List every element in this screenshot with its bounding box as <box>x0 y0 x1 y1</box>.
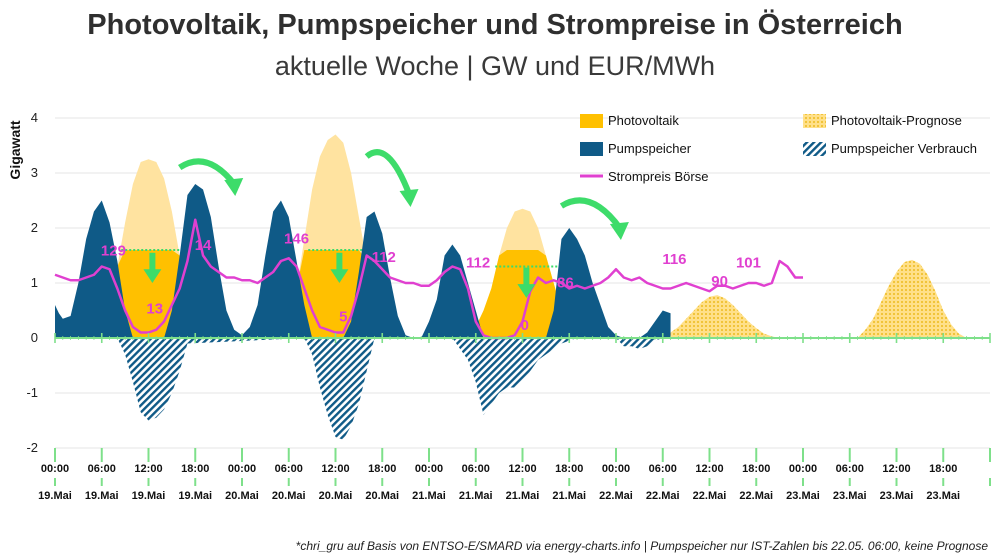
x-tick-date: 19.Mai <box>178 490 212 502</box>
area-pumpspeicher <box>55 184 671 338</box>
down-arrow-head <box>517 284 536 298</box>
x-tick-time: 06:00 <box>275 463 303 475</box>
y-axis-label: Gigawatt <box>7 120 23 179</box>
x-tick-time: 06:00 <box>836 463 864 475</box>
x-tick-time: 18:00 <box>555 463 583 475</box>
x-tick-date: 22.Mai <box>693 490 727 502</box>
x-tick-date: 20.Mai <box>365 490 399 502</box>
x-tick-date: 19.Mai <box>85 490 119 502</box>
x-tick-date: 23.Mai <box>786 490 820 502</box>
line-strompreis <box>54 218 803 340</box>
legend-swatch-photovoltaik <box>580 114 603 128</box>
x-tick-time: 18:00 <box>742 463 770 475</box>
legend-label-prognose: Photovoltaik-Prognose <box>831 113 962 128</box>
y-tick-label: 4 <box>31 110 38 125</box>
down-arrow-head <box>143 269 162 283</box>
y-tick-label: 0 <box>31 330 38 345</box>
x-tick-date: 19.Mai <box>38 490 72 502</box>
curved-arrow-shaft <box>559 197 623 230</box>
x-tick-time: 00:00 <box>228 463 256 475</box>
price-label: 146 <box>284 230 309 247</box>
y-tick-label: -1 <box>26 385 38 400</box>
footnote: *chri_gru auf Basis von ENTSO-E/SMARD vi… <box>296 539 989 553</box>
x-tick-time: 18:00 <box>368 463 396 475</box>
down-arrow-head <box>330 269 349 283</box>
arrows <box>143 149 629 298</box>
legend-swatch-pumpspeicher <box>580 142 603 156</box>
price-label: 116 <box>662 251 686 268</box>
curved-arrow-shaft <box>364 149 413 197</box>
axis-layer: 00:00 19.Mai 06:00 19.Mai 12:00 19.Mai 18:00 19… <box>38 333 991 502</box>
legend: Photovoltaik Photovoltaik-Prognose Pumps… <box>580 113 977 184</box>
price-label: 90 <box>711 273 728 290</box>
series-layer <box>54 134 967 440</box>
legend-swatch-verbrauch <box>803 142 826 156</box>
x-tick-time: 00:00 <box>415 463 443 475</box>
x-tick-time: 06:00 <box>88 463 116 475</box>
x-tick-date: 20.Mai <box>272 490 306 502</box>
area-photovoltaik-prognose <box>670 259 967 338</box>
legend-label-verbrauch: Pumpspeicher Verbrauch <box>831 141 977 156</box>
x-tick-time: 06:00 <box>649 463 677 475</box>
price-label: 112 <box>466 255 490 272</box>
x-tick-date: 21.Mai <box>459 490 493 502</box>
price-label: 101 <box>736 255 761 272</box>
price-label: 86 <box>557 274 574 291</box>
x-tick-time: 06:00 <box>462 463 490 475</box>
legend-label-photovoltaik: Photovoltaik <box>608 113 679 128</box>
x-tick-time: 00:00 <box>789 463 817 475</box>
x-tick-date: 19.Mai <box>132 490 166 502</box>
legend-label-pumpspeicher: Pumpspeicher <box>608 141 692 156</box>
x-tick-date: 22.Mai <box>599 490 633 502</box>
y-tick-label: -2 <box>26 440 38 455</box>
x-tick-time: 12:00 <box>321 463 349 475</box>
x-tick-date: 22.Mai <box>739 490 773 502</box>
x-tick-date: 21.Mai <box>506 490 540 502</box>
chart-subtitle: aktuelle Woche | GW und EUR/MWh <box>275 51 715 81</box>
y-tick-label: 3 <box>31 165 38 180</box>
price-label: 13 <box>146 300 163 317</box>
x-tick-time: 18:00 <box>181 463 209 475</box>
x-tick-time: 00:00 <box>41 463 69 475</box>
x-tick-date: 23.Mai <box>926 490 960 502</box>
chart-title: Photovoltaik, Pumpspeicher und Stromprei… <box>87 8 902 41</box>
price-label: 112 <box>372 249 396 266</box>
price-label: 129 <box>101 243 126 260</box>
x-tick-time: 12:00 <box>695 463 723 475</box>
price-label: 0 <box>521 317 529 334</box>
curved-arrow-head <box>224 178 244 196</box>
x-tick-time: 12:00 <box>882 463 910 475</box>
x-tick-date: 21.Mai <box>552 490 586 502</box>
x-tick-date: 23.Mai <box>880 490 914 502</box>
price-label: 14 <box>195 237 212 254</box>
x-tick-date: 22.Mai <box>646 490 680 502</box>
x-tick-date: 23.Mai <box>833 490 867 502</box>
y-tick-label: 1 <box>31 275 38 290</box>
curved-arrow-head <box>399 189 419 207</box>
curved-arrow-shaft <box>178 158 237 186</box>
x-tick-time: 12:00 <box>134 463 162 475</box>
price-label: 5 <box>339 309 347 326</box>
area-pumpspeicher-verbrauch <box>117 338 663 440</box>
x-tick-time: 12:00 <box>508 463 536 475</box>
legend-label-strompreis: Strompreis Börse <box>608 169 708 184</box>
x-tick-date: 20.Mai <box>319 490 353 502</box>
x-tick-date: 21.Mai <box>412 490 446 502</box>
legend-swatch-prognose <box>803 114 826 128</box>
y-tick-label: 2 <box>31 220 38 235</box>
price-labels: 129 13 14 146 5 112 112 0 86 116 90 101 <box>101 230 761 333</box>
x-tick-date: 20.Mai <box>225 490 259 502</box>
x-tick-time: 00:00 <box>602 463 630 475</box>
curved-arrow-head <box>609 222 629 240</box>
x-tick-time: 18:00 <box>929 463 957 475</box>
